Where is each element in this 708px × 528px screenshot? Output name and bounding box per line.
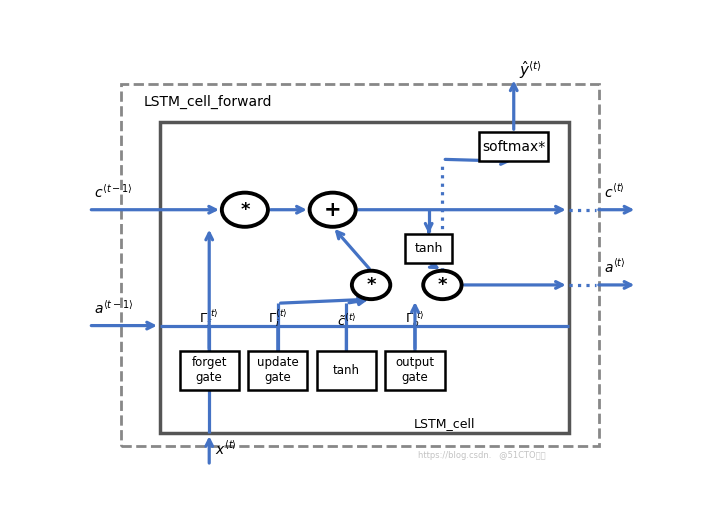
Circle shape bbox=[309, 193, 355, 227]
FancyBboxPatch shape bbox=[406, 234, 452, 263]
Circle shape bbox=[222, 193, 268, 227]
Text: output
gate: output gate bbox=[395, 356, 435, 384]
Text: LSTM_cell: LSTM_cell bbox=[413, 417, 475, 430]
Text: $c^{\langle t\rangle}$: $c^{\langle t\rangle}$ bbox=[605, 183, 625, 201]
FancyBboxPatch shape bbox=[479, 132, 548, 162]
Text: tanh: tanh bbox=[333, 364, 360, 377]
Text: *: * bbox=[438, 276, 447, 294]
Text: $\hat{y}^{\langle t\rangle}$: $\hat{y}^{\langle t\rangle}$ bbox=[519, 59, 542, 81]
Text: update
gate: update gate bbox=[257, 356, 299, 384]
Text: tanh: tanh bbox=[414, 242, 443, 255]
FancyBboxPatch shape bbox=[180, 351, 239, 390]
Text: $\Gamma_i^{\langle t\rangle}$: $\Gamma_i^{\langle t\rangle}$ bbox=[268, 308, 287, 328]
Text: *: * bbox=[366, 276, 376, 294]
FancyBboxPatch shape bbox=[316, 351, 376, 390]
Circle shape bbox=[352, 271, 390, 299]
Text: $\Gamma_f^{\langle t\rangle}$: $\Gamma_f^{\langle t\rangle}$ bbox=[200, 308, 219, 328]
Text: $a^{\langle t\rangle}$: $a^{\langle t\rangle}$ bbox=[605, 258, 626, 276]
Text: softmax*: softmax* bbox=[482, 140, 545, 154]
Text: LSTM_cell_forward: LSTM_cell_forward bbox=[143, 95, 272, 109]
FancyBboxPatch shape bbox=[385, 351, 445, 390]
Text: $c^{\langle t-1\rangle}$: $c^{\langle t-1\rangle}$ bbox=[94, 183, 133, 201]
Circle shape bbox=[423, 271, 462, 299]
Text: $\Gamma_o^{\langle t\rangle}$: $\Gamma_o^{\langle t\rangle}$ bbox=[405, 309, 425, 328]
Text: forget
gate: forget gate bbox=[191, 356, 227, 384]
Text: +: + bbox=[324, 200, 341, 220]
Text: https://blog.csdn.   @51CTO博客: https://blog.csdn. @51CTO博客 bbox=[418, 451, 545, 460]
Text: $\tilde{c}^{\langle t\rangle}$: $\tilde{c}^{\langle t\rangle}$ bbox=[337, 313, 356, 328]
Text: *: * bbox=[240, 201, 250, 219]
Text: $a^{\langle t-1\rangle}$: $a^{\langle t-1\rangle}$ bbox=[94, 298, 134, 316]
FancyBboxPatch shape bbox=[249, 351, 307, 390]
Text: $x^{\langle t\rangle}$: $x^{\langle t\rangle}$ bbox=[215, 440, 236, 458]
